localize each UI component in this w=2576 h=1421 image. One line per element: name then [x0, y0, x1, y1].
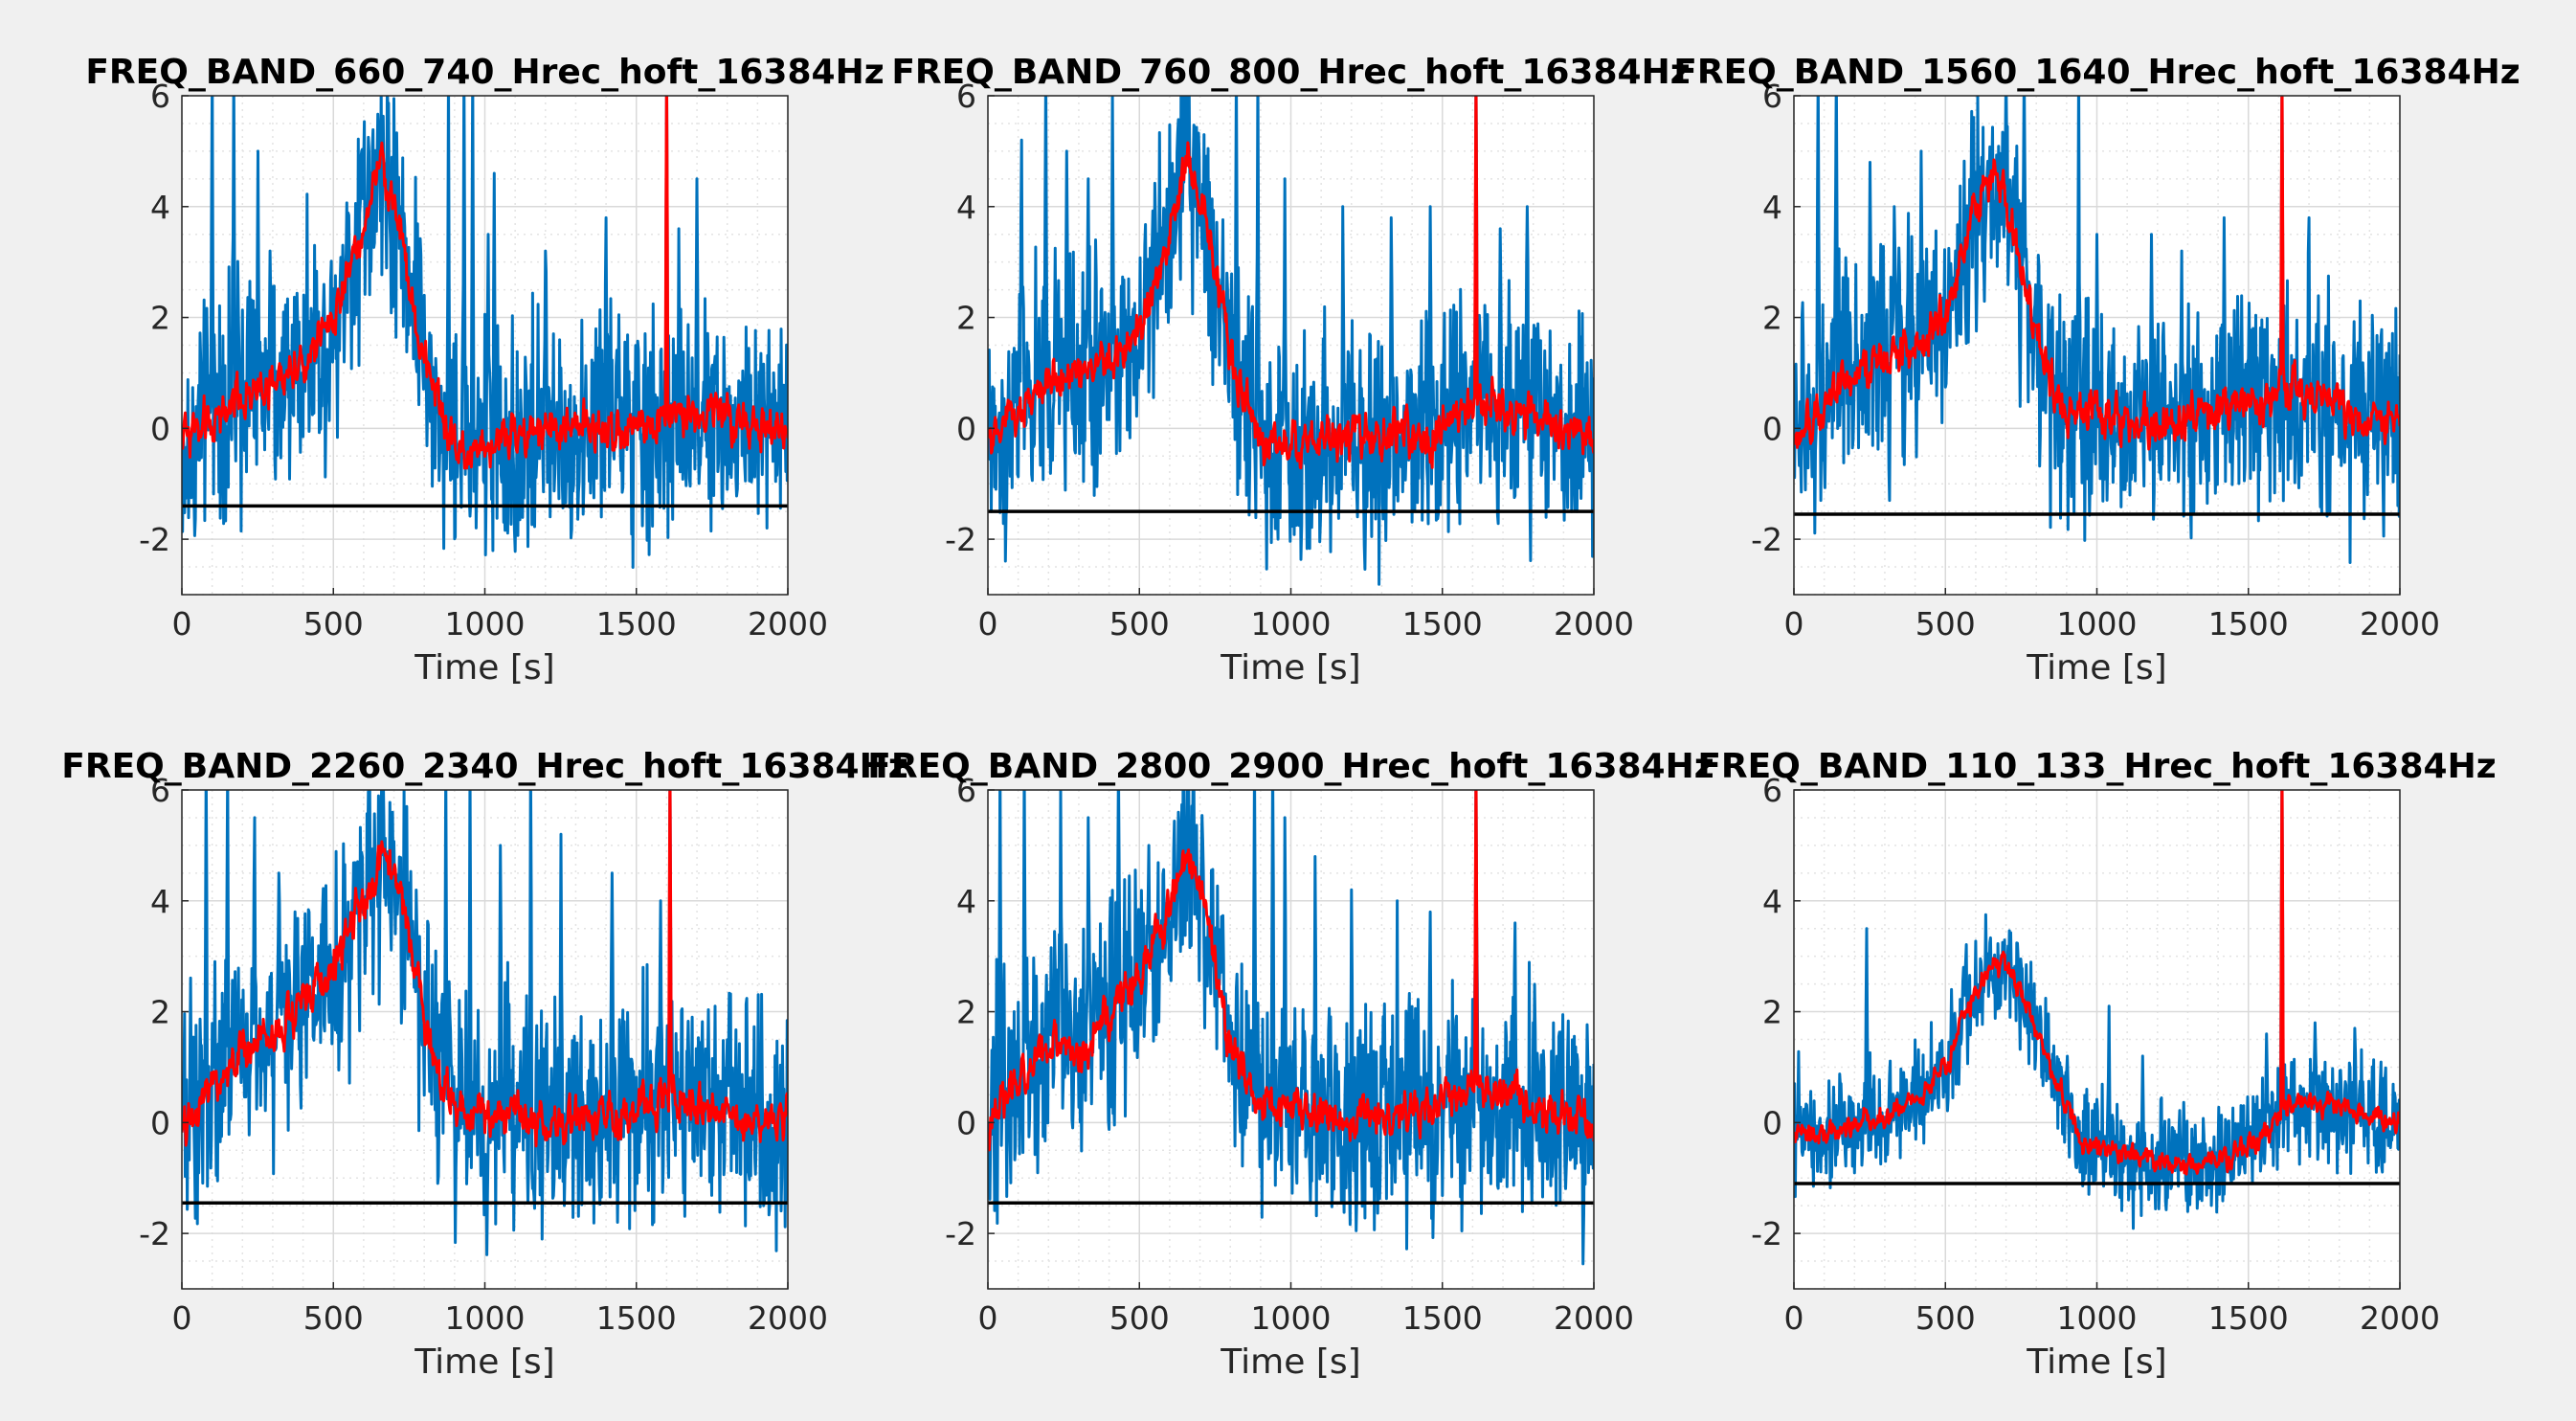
x-tick-label: 1000: [2057, 605, 2138, 643]
x-tick-label: 500: [303, 1299, 364, 1337]
x-axis-label: Time [s]: [2026, 1342, 2166, 1382]
x-axis-label: Time [s]: [1220, 1342, 1360, 1382]
x-tick-label: 1500: [1402, 1299, 1483, 1337]
series-raw: [182, 790, 788, 1256]
x-tick-label: 0: [978, 605, 998, 643]
x-tick-label: 0: [172, 1299, 192, 1337]
x-tick-label: 1000: [1251, 1299, 1332, 1337]
subplot-2: 0 500 1000 1500 2000 -2 0 2 4 6 Time [s] FREQ_BAND_…: [891, 53, 1690, 688]
series-smoothed: [1794, 790, 2400, 1176]
x-axis-label: Time [s]: [2026, 648, 2166, 688]
x-axis-label: Time [s]: [1220, 648, 1360, 688]
y-tick-label: 4: [1762, 189, 1782, 226]
y-tick-label: -2: [139, 1215, 170, 1252]
y-tick-label: 4: [956, 189, 976, 226]
subplot-title: FREQ_BAND_760_800_Hrec_hoft_16384Hz: [891, 53, 1690, 92]
subplot-title: FREQ_BAND_110_133_Hrec_hoft_16384Hz: [1697, 747, 2496, 786]
y-tick-label: 2: [150, 994, 170, 1031]
subplot-4: 0 500 1000 1500 2000 -2 0 2 4 6 Time [s] FREQ_BAND_…: [61, 747, 907, 1382]
subplot-title: FREQ_BAND_1560_1640_Hrec_hoft_16384Hz: [1673, 53, 2520, 92]
y-tick-label: 6: [150, 772, 170, 809]
x-tick-label: 0: [172, 605, 192, 643]
series-raw: [1794, 96, 2400, 564]
x-tick-label: 1500: [596, 1299, 677, 1337]
y-tick-label: -2: [945, 521, 976, 558]
y-tick-label: -2: [1751, 1215, 1782, 1252]
x-tick-label: 1500: [596, 605, 677, 643]
y-tick-label: 2: [1762, 994, 1782, 1031]
series-raw: [1794, 790, 2400, 1230]
x-tick-label: 0: [1784, 605, 1804, 643]
y-tick-label: 6: [956, 78, 976, 115]
plot-area: [182, 790, 788, 1256]
subplot-1: 0 500 1000 1500 2000 -2 0 2 4 6 Time [s] FREQ_BAND_…: [85, 53, 884, 688]
x-tick-label: 2000: [2360, 605, 2440, 643]
x-tick-label: 0: [1784, 1299, 1804, 1337]
x-tick-label: 2000: [1554, 1299, 1634, 1337]
x-axis-label: Time [s]: [414, 648, 554, 688]
y-tick-label: 0: [956, 1104, 976, 1141]
y-tick-label: -2: [945, 1215, 976, 1252]
y-tick-label: 2: [150, 300, 170, 337]
y-tick-label: 2: [1762, 300, 1782, 337]
x-tick-label: 500: [1109, 1299, 1170, 1337]
y-tick-label: 4: [150, 883, 170, 920]
x-tick-label: 1000: [445, 1299, 526, 1337]
series-smoothed: [182, 790, 788, 1148]
subplot-title: FREQ_BAND_2260_2340_Hrec_hoft_16384Hz: [61, 747, 907, 786]
x-tick-label: 1000: [2057, 1299, 2138, 1337]
x-tick-label: 1000: [445, 605, 526, 643]
x-tick-label: 500: [303, 605, 364, 643]
y-tick-label: 4: [956, 883, 976, 920]
plot-area: [1794, 96, 2400, 564]
series-smoothed: [182, 96, 788, 470]
y-tick-label: 0: [956, 410, 976, 447]
y-tick-label: 0: [1762, 410, 1782, 447]
y-tick-label: 2: [956, 994, 976, 1031]
plot-area: [182, 96, 788, 569]
y-tick-label: 0: [1762, 1104, 1782, 1141]
y-tick-label: 6: [1762, 78, 1782, 115]
x-tick-label: 2000: [1554, 605, 1634, 643]
y-tick-label: 6: [956, 772, 976, 809]
series-raw: [182, 96, 788, 569]
x-tick-label: 2000: [748, 605, 828, 643]
x-axis-label: Time [s]: [414, 1342, 554, 1382]
subplot-3: 0 500 1000 1500 2000 -2 0 2 4 6 Time [s] FREQ_BAND_…: [1673, 53, 2520, 688]
y-tick-label: 0: [150, 410, 170, 447]
y-tick-label: -2: [1751, 521, 1782, 558]
y-tick-label: 6: [1762, 772, 1782, 809]
x-tick-label: 2000: [748, 1299, 828, 1337]
series-raw: [988, 790, 1594, 1266]
y-tick-label: 2: [956, 300, 976, 337]
x-tick-label: 500: [1109, 605, 1170, 643]
x-tick-label: 1500: [2208, 1299, 2289, 1337]
subplot-title: FREQ_BAND_660_740_Hrec_hoft_16384Hz: [85, 53, 884, 92]
y-tick-label: -2: [139, 521, 170, 558]
x-tick-label: 1000: [1251, 605, 1332, 643]
y-tick-label: 4: [1762, 883, 1782, 920]
x-tick-label: 1500: [1402, 605, 1483, 643]
x-tick-label: 500: [1915, 1299, 1976, 1337]
x-tick-label: 2000: [2360, 1299, 2440, 1337]
y-tick-label: 4: [150, 189, 170, 226]
subplot-5: 0 500 1000 1500 2000 -2 0 2 4 6 Time [s] FREQ_BAND_…: [867, 747, 1714, 1382]
series-smoothed: [988, 790, 1594, 1152]
x-tick-label: 500: [1915, 605, 1976, 643]
x-tick-label: 1500: [2208, 605, 2289, 643]
plot-area: [988, 96, 1594, 586]
series-smoothed: [1794, 96, 2400, 451]
plot-area: [988, 790, 1594, 1266]
y-tick-label: 0: [150, 1104, 170, 1141]
y-tick-label: 6: [150, 78, 170, 115]
x-tick-label: 0: [978, 1299, 998, 1337]
plot-area: [1794, 790, 2400, 1230]
series-smoothed: [988, 96, 1594, 470]
subplot-title: FREQ_BAND_2800_2900_Hrec_hoft_16384Hz: [867, 747, 1714, 786]
subplot-6: 0 500 1000 1500 2000 -2 0 2 4 6 Time [s] FREQ_BAND_…: [1697, 747, 2496, 1382]
